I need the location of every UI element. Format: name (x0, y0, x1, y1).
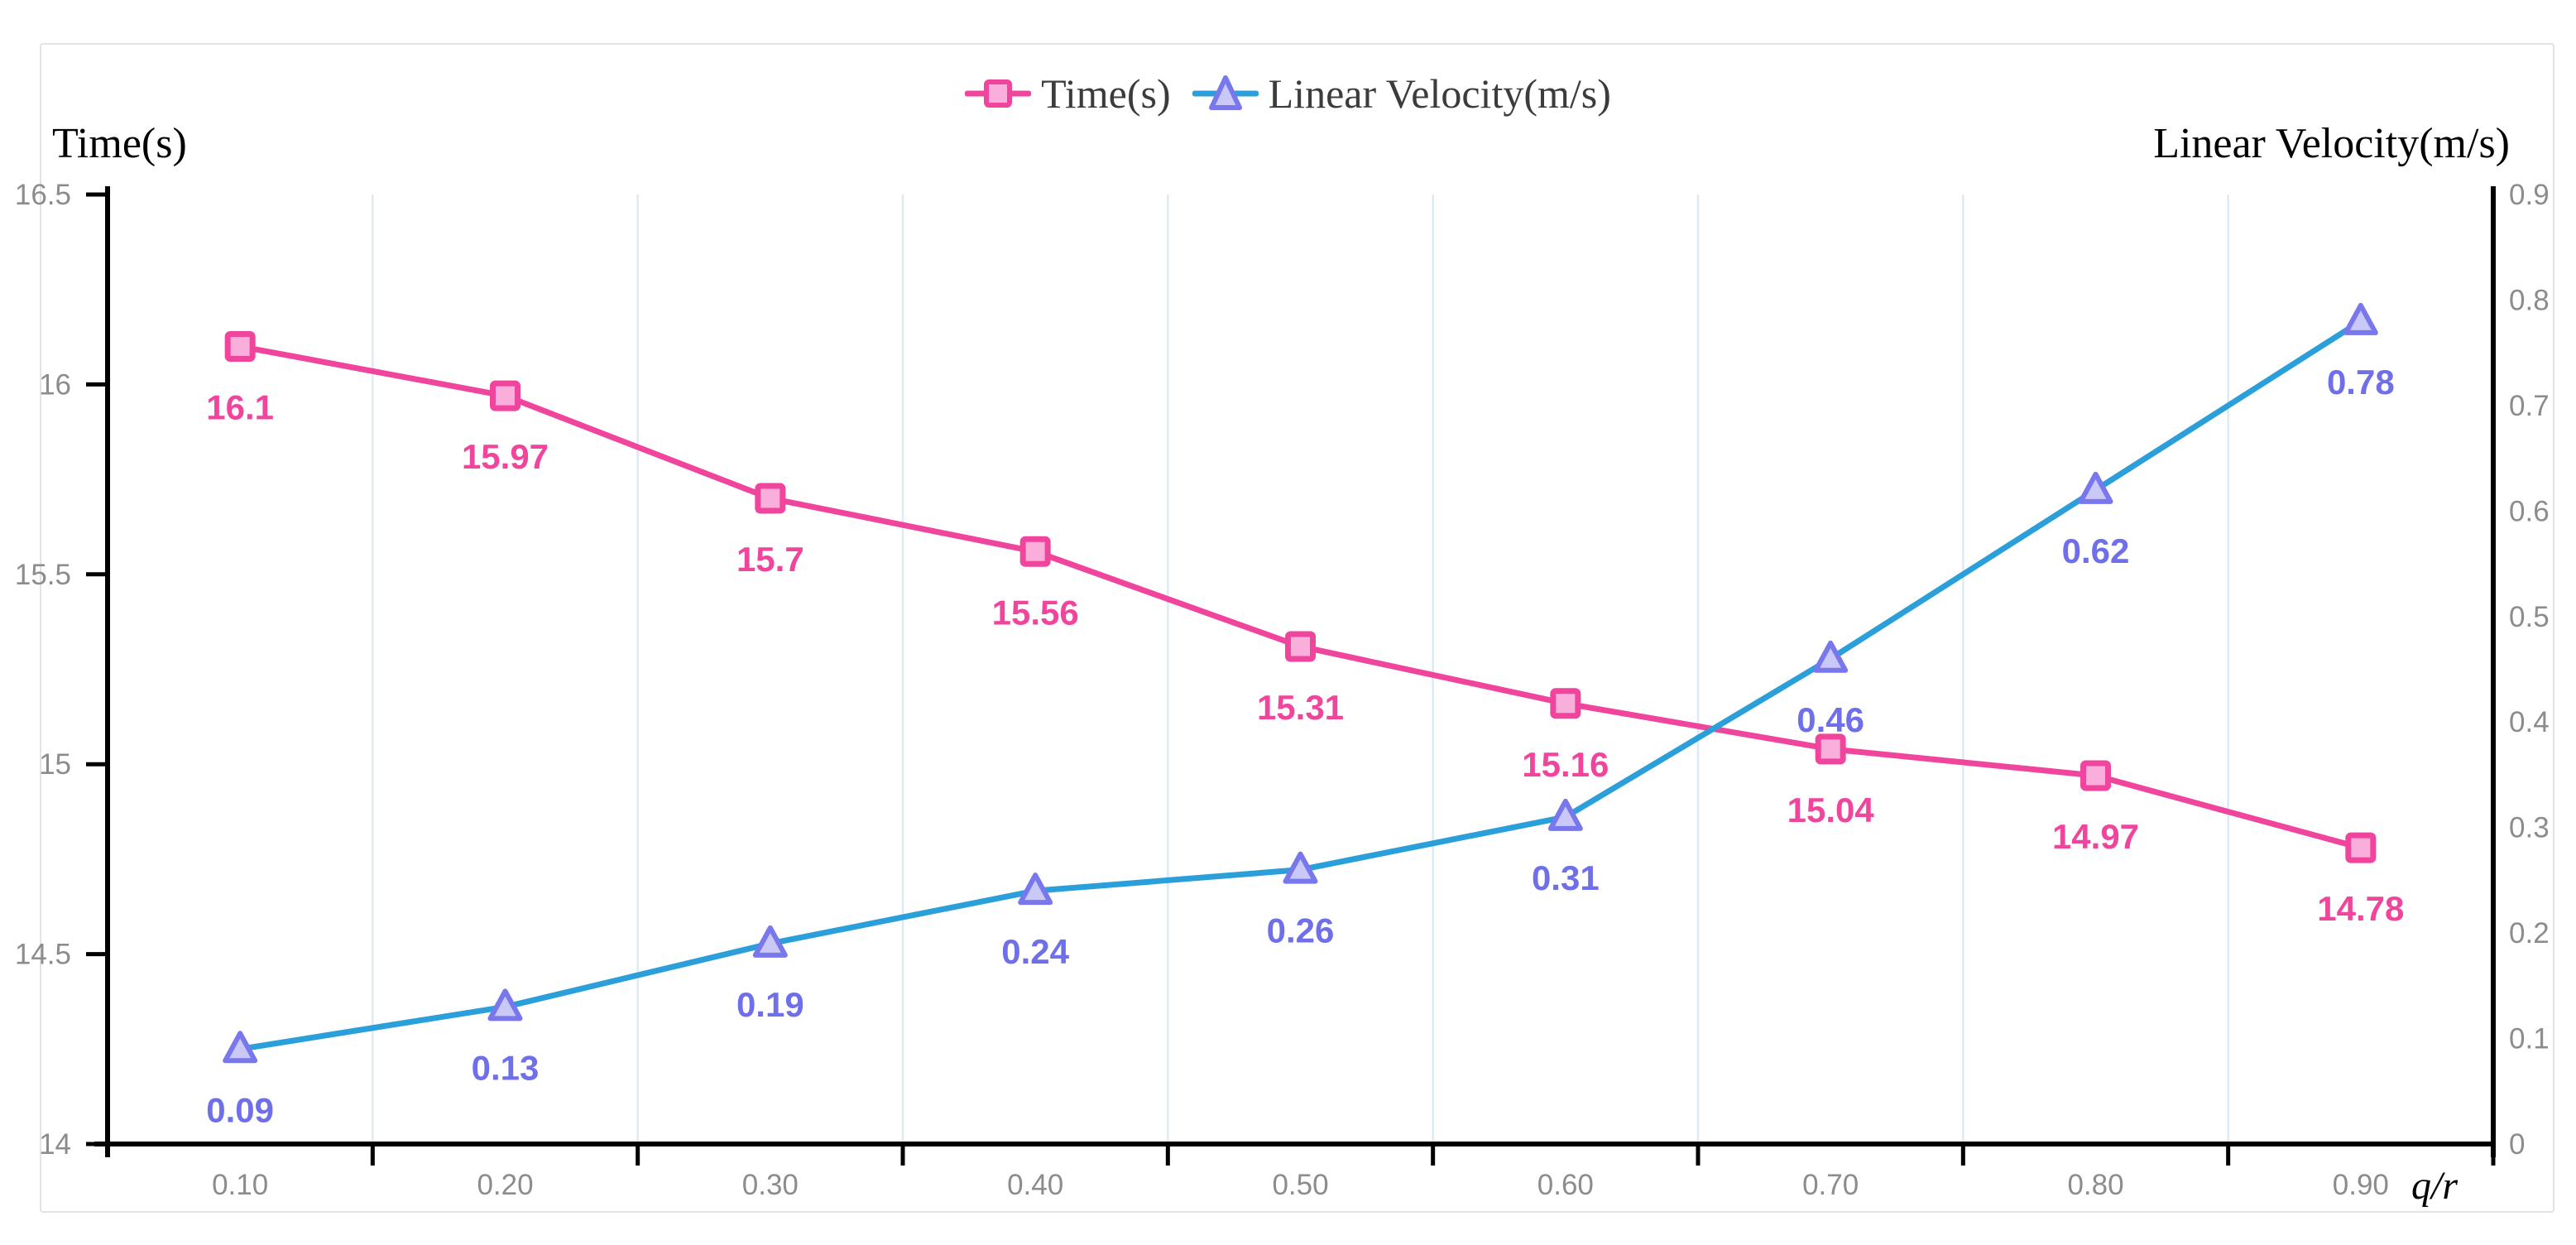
data-point-value-label: 0.13 (472, 1048, 540, 1087)
data-point-value-label: 0.09 (206, 1090, 274, 1129)
data-point-value-label: 0.26 (1267, 911, 1335, 950)
x-axis-tick-label: 0.60 (1537, 1169, 1594, 1201)
data-point-value-label: 0.46 (1796, 700, 1864, 739)
legend-item-linear-velocity[interactable]: Linear Velocity(m/s) (1192, 73, 1611, 114)
data-point-marker-square (2345, 832, 2377, 863)
left-axis-title: Time(s) (52, 120, 187, 167)
data-point-marker-square (490, 380, 520, 411)
right-axis-tick-label: 0.7 (2509, 390, 2550, 422)
data-point-marker-triangle (1813, 640, 1849, 673)
data-point-value-label: 0.24 (1001, 932, 1069, 971)
left-axis-tick-label: 14 (39, 1128, 71, 1161)
x-axis-tick-label: 0.50 (1272, 1169, 1328, 1201)
data-point-marker-square (2080, 760, 2111, 791)
left-axis-tick-label: 14.5 (15, 939, 71, 971)
data-point-value-label: 0.19 (736, 985, 804, 1024)
x-axis-tick-label: 0.30 (742, 1169, 799, 1201)
data-point-value-label: 15.56 (992, 593, 1079, 632)
data-point-value-label: 0.78 (2327, 363, 2395, 401)
right-axis-tick-label: 0.4 (2509, 706, 2550, 738)
right-axis-tick-label: 0.5 (2509, 601, 2550, 633)
left-axis-tick-label: 15 (39, 748, 71, 781)
right-axis-tick-label: 0.3 (2509, 812, 2550, 844)
left-axis-tick-label: 15.5 (15, 559, 71, 591)
data-point-marker-triangle (2078, 471, 2113, 504)
data-point-value-label: 15.7 (736, 540, 804, 579)
data-point-value-label: 15.16 (1522, 745, 1609, 784)
data-point-marker-triangle (487, 988, 523, 1021)
data-point-value-label: 0.31 (1532, 858, 1600, 897)
data-point-value-label: 14.78 (2317, 889, 2404, 928)
data-point-marker-square (1285, 631, 1316, 662)
left-axis-tick-label: 16.5 (15, 179, 71, 211)
legend-item-time[interactable]: Time(s) (965, 73, 1171, 114)
x-axis-title: q/r (2411, 1164, 2458, 1208)
data-point-value-label: 0.62 (2062, 531, 2130, 570)
data-point-value-label: 16.1 (206, 388, 274, 427)
data-point-marker-triangle (1018, 872, 1053, 906)
x-axis-tick-label: 0.40 (1007, 1169, 1063, 1201)
right-axis-tick-label: 0.8 (2509, 284, 2550, 316)
chart-card-border (40, 43, 2554, 1213)
triangle-legend-marker-icon (1192, 75, 1259, 110)
data-point-value-label: 15.04 (1787, 791, 1875, 829)
data-point-marker-triangle (1283, 851, 1318, 884)
right-axis-tick-label: 0.1 (2509, 1023, 2550, 1055)
chart-legend: Time(s) Linear Velocity(m/s) (0, 73, 2576, 114)
legend-label: Linear Velocity(m/s) (1268, 70, 1611, 117)
x-axis-tick-label: 0.80 (2067, 1169, 2123, 1201)
data-point-marker-square (1815, 733, 1846, 765)
data-point-marker-square (1550, 688, 1581, 719)
data-point-value-label: 15.97 (462, 437, 549, 476)
data-point-marker-square (755, 483, 786, 514)
square-legend-marker-icon (965, 79, 1032, 108)
data-point-marker-square (224, 331, 256, 363)
right-axis-tick-label: 0.6 (2509, 495, 2550, 527)
data-point-value-label: 15.31 (1257, 688, 1344, 727)
x-axis-tick-label: 0.10 (212, 1169, 268, 1201)
right-axis-tick-label: 0.2 (2509, 917, 2550, 949)
left-axis-tick-label: 16 (39, 368, 71, 401)
series-line-time (237, 344, 2364, 851)
data-point-marker-square (1019, 536, 1051, 567)
data-point-marker-triangle (752, 925, 788, 958)
data-point-marker-triangle (223, 1031, 258, 1064)
x-axis-tick-label: 0.20 (477, 1169, 533, 1201)
right-axis-tick-label: 0 (2509, 1128, 2525, 1161)
x-axis-tick-label: 0.90 (2333, 1169, 2389, 1201)
legend-label: Time(s) (1041, 70, 1171, 117)
data-point-value-label: 14.97 (2052, 817, 2139, 856)
right-axis-tick-label: 0.9 (2509, 179, 2550, 211)
right-axis-title: Linear Velocity(m/s) (2153, 120, 2510, 167)
data-point-marker-triangle (2343, 302, 2378, 335)
data-point-marker-triangle (1547, 798, 1583, 831)
x-axis-tick-label: 0.70 (1802, 1169, 1859, 1201)
